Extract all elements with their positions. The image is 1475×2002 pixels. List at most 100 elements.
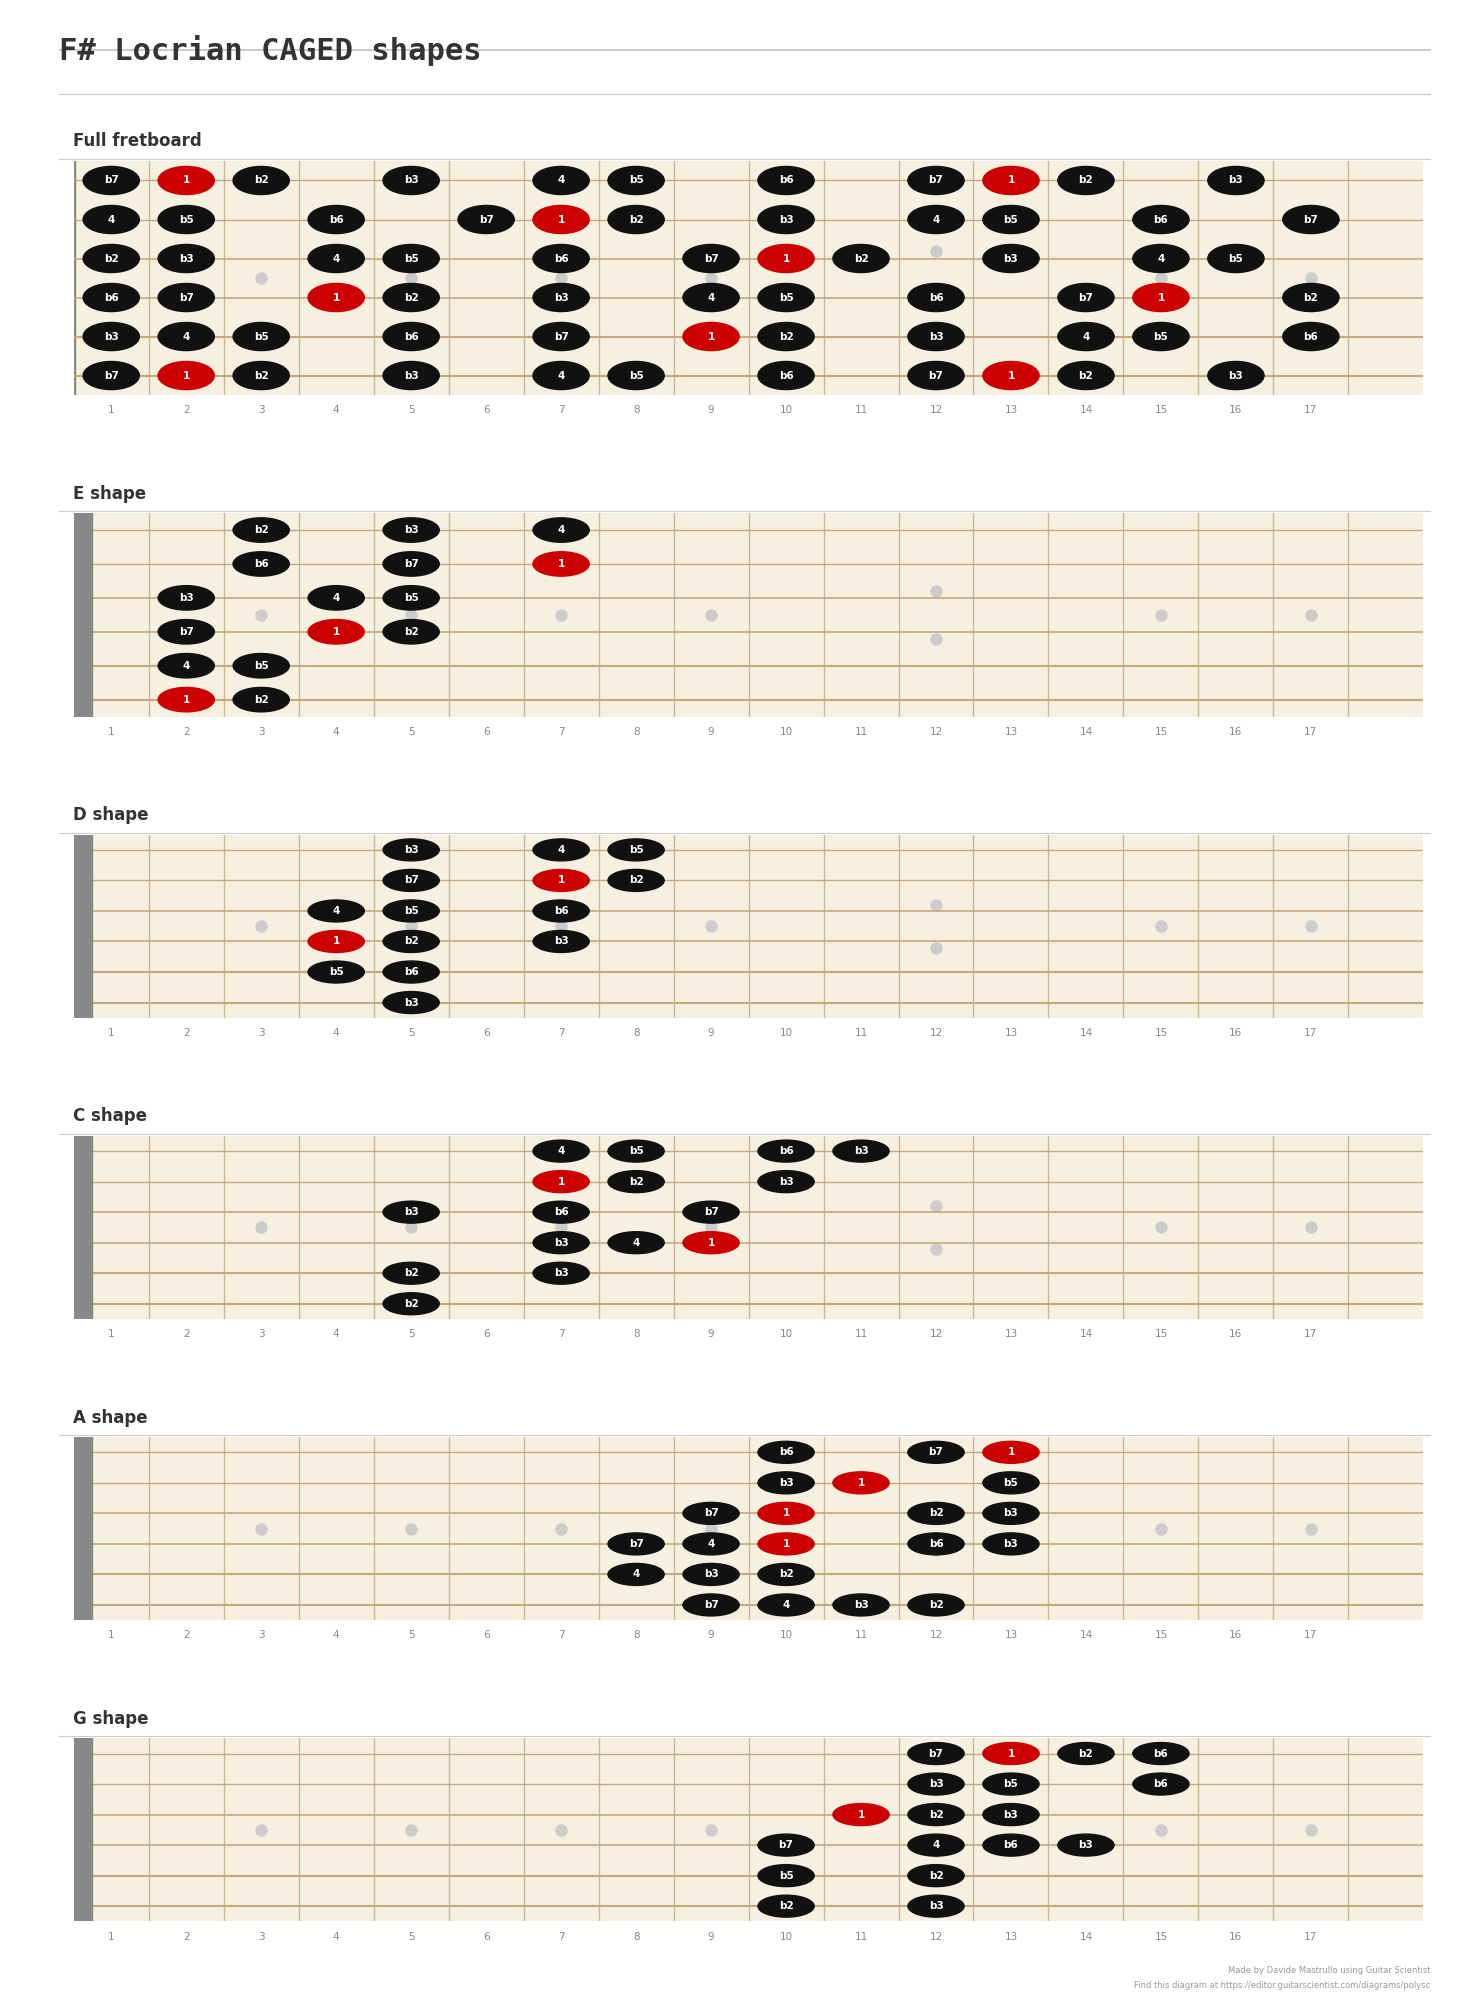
Text: 13: 13 (1004, 1932, 1018, 1942)
Ellipse shape (982, 1441, 1038, 1463)
Ellipse shape (982, 1534, 1038, 1556)
Text: 13: 13 (1004, 727, 1018, 737)
Text: 5: 5 (409, 1329, 414, 1339)
Text: 17: 17 (1304, 404, 1317, 414)
Ellipse shape (233, 519, 289, 543)
Text: 14: 14 (1080, 404, 1093, 414)
Ellipse shape (758, 1896, 814, 1918)
Text: b3: b3 (1229, 176, 1243, 186)
Text: b3: b3 (404, 176, 419, 186)
Ellipse shape (1058, 166, 1114, 194)
Ellipse shape (982, 206, 1038, 234)
Ellipse shape (83, 284, 139, 312)
Text: b5: b5 (254, 661, 268, 671)
Ellipse shape (909, 1441, 965, 1463)
FancyBboxPatch shape (47, 1736, 93, 1924)
Text: 10: 10 (779, 404, 792, 414)
Text: b5: b5 (329, 967, 344, 977)
Text: 10: 10 (779, 1029, 792, 1039)
Ellipse shape (1133, 1742, 1189, 1764)
Ellipse shape (1283, 322, 1339, 350)
Text: 14: 14 (1080, 1029, 1093, 1039)
Text: b3: b3 (1003, 1508, 1018, 1518)
Text: b5: b5 (404, 907, 419, 917)
Text: Find this diagram at https://editor.guitarscientist.com/diagrams/polysc: Find this diagram at https://editor.guit… (1134, 1982, 1431, 1990)
Text: b2: b2 (929, 1600, 944, 1610)
Ellipse shape (233, 653, 289, 679)
Ellipse shape (532, 206, 589, 234)
Text: b6: b6 (929, 1540, 944, 1550)
Text: 5: 5 (409, 1932, 414, 1942)
Text: 1: 1 (782, 1540, 789, 1550)
Text: 4: 4 (558, 176, 565, 186)
Ellipse shape (1133, 1774, 1189, 1796)
Text: b3: b3 (404, 845, 419, 855)
Ellipse shape (83, 322, 139, 350)
Text: b3: b3 (929, 1780, 944, 1790)
Text: 9: 9 (708, 727, 714, 737)
Text: 1: 1 (183, 370, 190, 380)
Text: b5: b5 (254, 332, 268, 342)
Ellipse shape (83, 166, 139, 194)
FancyBboxPatch shape (47, 1435, 93, 1622)
Text: b6: b6 (254, 559, 268, 569)
Text: 7: 7 (558, 1630, 565, 1640)
Text: 4: 4 (183, 661, 190, 671)
Ellipse shape (1133, 206, 1189, 234)
Text: b6: b6 (779, 1447, 794, 1457)
Ellipse shape (384, 991, 440, 1013)
Text: C shape: C shape (72, 1107, 146, 1125)
Ellipse shape (758, 1594, 814, 1616)
Text: 1: 1 (332, 627, 339, 637)
Text: 1: 1 (782, 254, 789, 264)
Ellipse shape (608, 166, 664, 194)
Ellipse shape (233, 687, 289, 713)
Ellipse shape (1283, 284, 1339, 312)
Text: 5: 5 (409, 1029, 414, 1039)
Text: b7: b7 (704, 1508, 718, 1518)
Ellipse shape (384, 322, 440, 350)
Ellipse shape (532, 1201, 589, 1223)
Ellipse shape (758, 166, 814, 194)
Text: b2: b2 (254, 176, 268, 186)
Ellipse shape (982, 1774, 1038, 1796)
Text: b3: b3 (178, 254, 193, 264)
Text: 1: 1 (108, 727, 115, 737)
Text: 4: 4 (782, 1600, 789, 1610)
Text: 3: 3 (258, 404, 264, 414)
Text: 4: 4 (333, 404, 339, 414)
Text: 4: 4 (708, 292, 715, 302)
Ellipse shape (982, 1471, 1038, 1493)
Text: b3: b3 (1003, 1810, 1018, 1820)
Ellipse shape (384, 362, 440, 390)
Text: 13: 13 (1004, 1029, 1018, 1039)
Text: E shape: E shape (72, 484, 146, 503)
FancyBboxPatch shape (47, 1135, 93, 1321)
Text: b3: b3 (779, 214, 794, 224)
Text: b6: b6 (929, 292, 944, 302)
Ellipse shape (1208, 166, 1264, 194)
Text: 3: 3 (258, 1630, 264, 1640)
Ellipse shape (1058, 1834, 1114, 1856)
Text: 9: 9 (708, 1029, 714, 1039)
Text: G shape: G shape (72, 1710, 148, 1728)
Ellipse shape (384, 553, 440, 577)
Text: 12: 12 (929, 1029, 943, 1039)
Ellipse shape (532, 166, 589, 194)
Text: b6: b6 (1003, 1840, 1018, 1850)
Ellipse shape (608, 869, 664, 891)
Ellipse shape (532, 519, 589, 543)
Text: 12: 12 (929, 404, 943, 414)
Text: 4: 4 (1083, 332, 1090, 342)
Ellipse shape (384, 587, 440, 611)
Text: b5: b5 (1229, 254, 1243, 264)
Ellipse shape (608, 1534, 664, 1556)
Ellipse shape (233, 322, 289, 350)
Ellipse shape (532, 1139, 589, 1161)
Ellipse shape (532, 284, 589, 312)
FancyBboxPatch shape (47, 511, 93, 719)
Ellipse shape (909, 1594, 965, 1616)
Ellipse shape (909, 1864, 965, 1886)
Text: 15: 15 (1155, 1932, 1168, 1942)
Ellipse shape (158, 284, 214, 312)
